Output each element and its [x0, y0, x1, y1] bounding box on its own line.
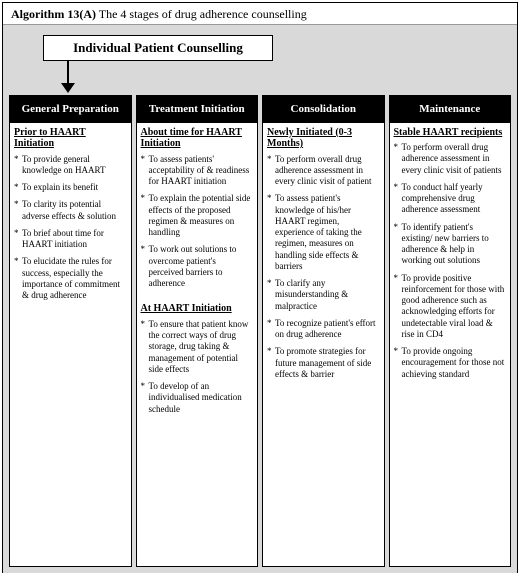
- stage-subhead: About time for HAART Initiation: [137, 123, 258, 152]
- list-item: To recognize patient's effort on drug ad…: [267, 318, 380, 341]
- list-item: To assess patient's knowledge of his/her…: [267, 193, 380, 272]
- stage-header: Maintenance: [390, 96, 511, 123]
- list-item: To explain the potential side effects of…: [141, 193, 254, 238]
- list-item: To explain its benefit: [14, 182, 127, 193]
- list-item: To elucidate the rules for success, espe…: [14, 256, 127, 301]
- stage-column: ConsolidationNewly Initiated (0-3 Months…: [262, 95, 385, 567]
- list-item: To identify patient's existing/ new barr…: [394, 222, 507, 267]
- stage-subhead: At HAART Initiation: [137, 299, 258, 317]
- stage-list: To provide general knowledge on HAART To …: [10, 152, 131, 312]
- stage-column: General PreparationPrior to HAART Initia…: [9, 95, 132, 567]
- arrow-down-icon: [61, 83, 75, 93]
- stage-header: Consolidation: [263, 96, 384, 123]
- list-item: To ensure that patient know the correct …: [141, 319, 254, 375]
- arrow-stem: [67, 61, 69, 85]
- stage-column: Treatment InitiationAbout time for HAART…: [136, 95, 259, 567]
- list-item: To brief about time for HAART initiation: [14, 228, 127, 251]
- list-item: To conduct half yearly comprehensive dru…: [394, 182, 507, 216]
- list-item: To promote strategies for future managem…: [267, 346, 380, 380]
- list-item: To provide general knowledge on HAART: [14, 154, 127, 177]
- title-rest: The 4 stages of drug adherence counselli…: [96, 7, 307, 21]
- stage-subhead: Newly Initiated (0-3 Months): [263, 123, 384, 152]
- stage-list: To perform overall drug adherence assess…: [263, 152, 384, 391]
- stage-subhead: Prior to HAART Initiation: [10, 123, 131, 152]
- diagram-frame: Algorithm 13(A) The 4 stages of drug adh…: [2, 2, 518, 573]
- stage-list: To ensure that patient know the correct …: [137, 317, 258, 425]
- list-item: To provide ongoing encouragement for tho…: [394, 346, 507, 380]
- stage-header: General Preparation: [10, 96, 131, 123]
- list-item: To clarify any misunderstanding & malpra…: [267, 278, 380, 312]
- title-prefix: Algorithm 13(A): [11, 7, 96, 21]
- list-item: To perform overall drug adherence assess…: [394, 142, 507, 176]
- list-item: To work out solutions to overcome patien…: [141, 244, 254, 289]
- stage-subhead: Stable HAART recipients: [390, 123, 511, 141]
- stage-column: MaintenanceStable HAART recipientsTo per…: [389, 95, 512, 567]
- list-item: To perform overall drug adherence assess…: [267, 154, 380, 188]
- root-node: Individual Patient Counselling: [43, 35, 273, 61]
- list-item: To clarity its potential adverse effects…: [14, 199, 127, 222]
- list-item: To develop of an individualised medicati…: [141, 381, 254, 415]
- diagram-canvas: Individual Patient Counselling General P…: [3, 25, 517, 573]
- stage-list: To assess patients' acceptability of & r…: [137, 152, 258, 300]
- list-item: To provide positive reinforcement for th…: [394, 273, 507, 341]
- stage-columns: General PreparationPrior to HAART Initia…: [9, 95, 511, 567]
- stage-list: To perform overall drug adherence assess…: [390, 140, 511, 390]
- stage-header: Treatment Initiation: [137, 96, 258, 123]
- algorithm-title: Algorithm 13(A) The 4 stages of drug adh…: [3, 3, 517, 25]
- list-item: To assess patients' acceptability of & r…: [141, 154, 254, 188]
